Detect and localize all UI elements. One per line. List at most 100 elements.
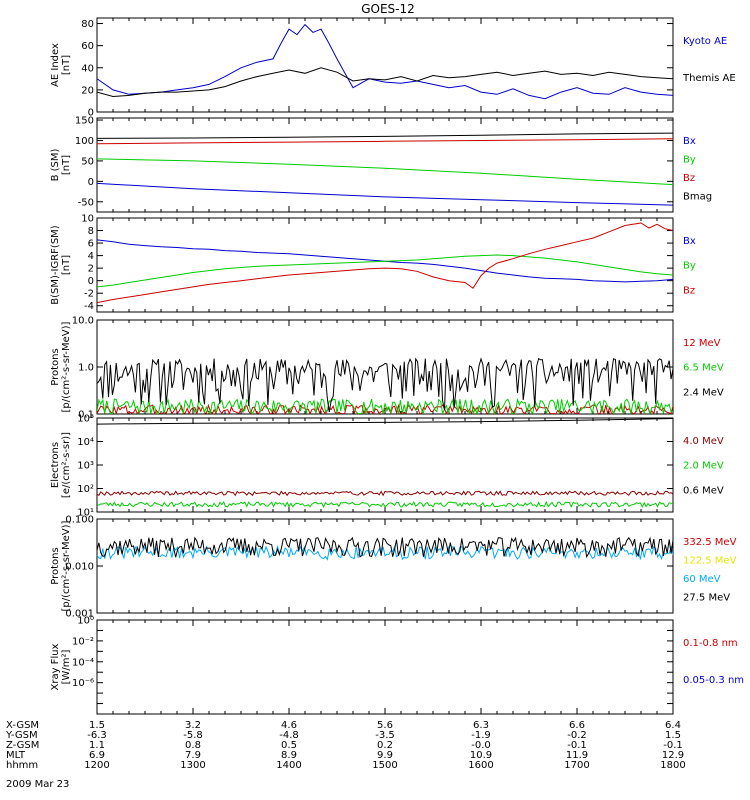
y-axis-label: [W/m²] <box>61 649 72 684</box>
x-tick-value: 0.2 <box>377 740 393 751</box>
y-tick-label: 4 <box>88 251 94 262</box>
legend-kyoto-ae: Kyoto AE <box>683 36 727 47</box>
series-line-60-mev <box>97 544 673 561</box>
x-tick-value: 12.9 <box>662 750 684 761</box>
panel-frame <box>96 217 674 313</box>
y-tick-label: 150 <box>75 116 94 127</box>
y-tick-label: 0.010 <box>65 562 94 573</box>
y-tick-label: 10⁻⁴ <box>72 657 94 668</box>
legend-bz: Bz <box>683 173 695 184</box>
y-axis-label: [p/(cm²-s-sr-MeV)] <box>61 520 72 611</box>
y-tick-label: 10² <box>77 484 94 495</box>
x-tick-value: 1400 <box>276 760 301 771</box>
y-axis-label: [p/(cm²-s-sr-MeV)] <box>61 321 72 412</box>
legend-by: By <box>683 155 696 166</box>
x-tick-value: 6.6 <box>569 720 585 731</box>
x-tick-value: 0.5 <box>281 740 297 751</box>
x-tick-value: 1.5 <box>89 720 105 731</box>
x-tick-value: 1800 <box>660 760 685 771</box>
series-line-0-6-mev <box>97 418 673 425</box>
y-tick-label: 100 <box>75 136 94 147</box>
x-tick-value: 1700 <box>564 760 589 771</box>
y-tick-label: 0.1 <box>78 410 94 421</box>
x-tick-value: 1.1 <box>89 740 105 751</box>
panel-xray: 10⁻⁶ 10⁻⁴ 10⁻² 10⁰ Xray Flux [W/m²] 0.1-0.8 nm… <box>50 616 744 715</box>
x-tick-value: 4.6 <box>281 720 297 731</box>
y-axis-label: B(SM)-IGRF(SM) <box>50 225 61 305</box>
series-line-27-5-mev <box>97 536 673 559</box>
y-tick-label: 10⁴ <box>77 437 94 448</box>
y-axis-label: B (SM) <box>50 148 61 181</box>
x-tick-value: 9.9 <box>377 750 393 761</box>
x-tick-value: 10.9 <box>470 750 492 761</box>
series-line-2-0-mev <box>97 500 673 509</box>
legend-bx: Bx <box>683 136 696 147</box>
series-line-6-5-mev <box>97 397 673 414</box>
figure-title: GOES-12 <box>361 2 415 16</box>
y-tick-label: 10⁰ <box>77 616 94 627</box>
x-tick-value: -0.2 <box>567 730 587 741</box>
y-axis-label: Protons <box>50 348 61 385</box>
x-row-label: Z-GSM <box>6 740 39 751</box>
legend-bmag: Bmag <box>683 192 712 203</box>
x-tick-value: -1.9 <box>471 730 491 741</box>
series-line-2-4-mev <box>97 357 673 412</box>
panel-electrons: 10¹ 10² 10³ 10⁴ 10⁵ Electrons [e/(cm²-s-sr)] 4.… <box>50 414 724 519</box>
y-axis-label: Xray Flux <box>50 643 61 690</box>
series-line-bz <box>97 222 673 304</box>
y-tick-label: 60 <box>81 41 94 52</box>
y-tick-label: 10³ <box>77 461 94 472</box>
y-tick-label: 20 <box>81 85 94 96</box>
y-tick-label: 10⁻² <box>72 636 94 647</box>
x-tick-value: 3.2 <box>185 720 201 731</box>
legend-122-5-mev: 122.5 MeV <box>683 556 737 567</box>
y-tick-label: 6 <box>88 239 94 250</box>
y-tick-label: 10.0 <box>72 316 94 327</box>
x-tick-value: 6.3 <box>473 720 489 731</box>
y-axis-label: [e/(cm²-s-sr)] <box>61 432 72 498</box>
x-tick-value: -0.0 <box>471 740 491 751</box>
y-tick-label: 8 <box>88 226 94 237</box>
x-row-label: Y-GSM <box>5 730 38 741</box>
y-tick-label: -2 <box>84 289 94 300</box>
panel-frame <box>96 117 674 213</box>
x-row-label: X-GSM <box>6 720 39 731</box>
y-tick-label: 40 <box>81 63 94 74</box>
series-line-by <box>97 158 673 186</box>
y-tick-label: 0 <box>88 108 94 119</box>
legend-0-6-mev: 0.6 MeV <box>683 485 724 496</box>
x-tick-value: 1200 <box>84 760 109 771</box>
date-label: 2009 Mar 23 <box>6 779 69 790</box>
series-line-bmag <box>97 132 673 139</box>
x-tick-value: 5.6 <box>377 720 393 731</box>
x-tick-value: 11.9 <box>566 750 588 761</box>
y-tick-label: -50 <box>78 197 94 208</box>
y-axis-label: AE Index <box>50 43 61 87</box>
y-tick-label: 80 <box>81 19 94 30</box>
legend-12-mev: 12 MeV <box>683 338 721 349</box>
y-axis-label: [nT] <box>61 155 72 175</box>
panel-frame <box>96 619 674 715</box>
x-tick-value: 1600 <box>468 760 493 771</box>
series-line-kyoto-ae <box>97 23 673 100</box>
legend-bz: Bz <box>683 285 695 296</box>
y-axis-label: Protons <box>50 547 61 584</box>
y-tick-label: 2 <box>88 264 94 275</box>
x-tick-value: 8.9 <box>281 750 297 761</box>
legend-27-5-mev: 27.5 MeV <box>683 593 730 604</box>
panel-protons-hi: 0.1 1.0 10.0 Protons [p/(cm²-s-sr-MeV)] 12 Me… <box>50 316 724 421</box>
panel-frame <box>96 417 674 513</box>
y-tick-label: 10 <box>81 214 94 225</box>
x-tick-value: -0.1 <box>567 740 587 751</box>
legend-themis-ae: Themis AE <box>682 73 736 84</box>
panel-bdiff: -4-2 02 46 810 B(SM)-IGRF(SM) [nT] Bx By Bz <box>50 214 696 313</box>
panel-protons-lo: 0.001 0.010 0.100 Protons [p/(cm²-s-sr-MeV)]… <box>50 515 737 620</box>
x-tick-value: -4.8 <box>279 730 299 741</box>
panel-frame <box>96 518 674 614</box>
series-line-by <box>97 254 673 288</box>
legend-bx: Bx <box>683 236 696 247</box>
y-tick-label: 0 <box>88 177 94 188</box>
legend-0-05-0-3-nm: 0.05-0.3 nm <box>683 675 744 686</box>
